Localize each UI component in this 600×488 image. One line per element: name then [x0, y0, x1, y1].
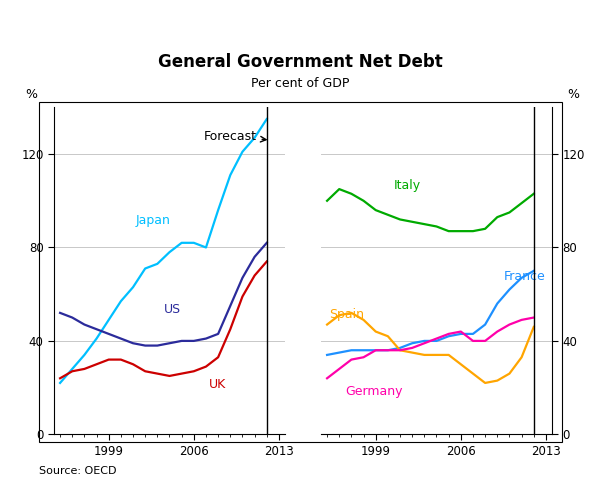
Text: %: %: [567, 88, 579, 101]
Text: US: US: [163, 303, 181, 316]
Text: Spain: Spain: [329, 307, 365, 321]
Text: Forecast: Forecast: [203, 130, 266, 143]
Text: Germany: Germany: [346, 385, 403, 398]
Text: UK: UK: [208, 378, 226, 390]
Text: Per cent of GDP: Per cent of GDP: [251, 77, 349, 90]
Text: General Government Net Debt: General Government Net Debt: [158, 53, 442, 71]
Text: France: France: [503, 270, 545, 283]
Text: Source: OECD: Source: OECD: [39, 466, 116, 476]
Text: Japan: Japan: [136, 214, 170, 227]
Text: Italy: Italy: [394, 179, 421, 192]
Text: %: %: [25, 88, 37, 101]
